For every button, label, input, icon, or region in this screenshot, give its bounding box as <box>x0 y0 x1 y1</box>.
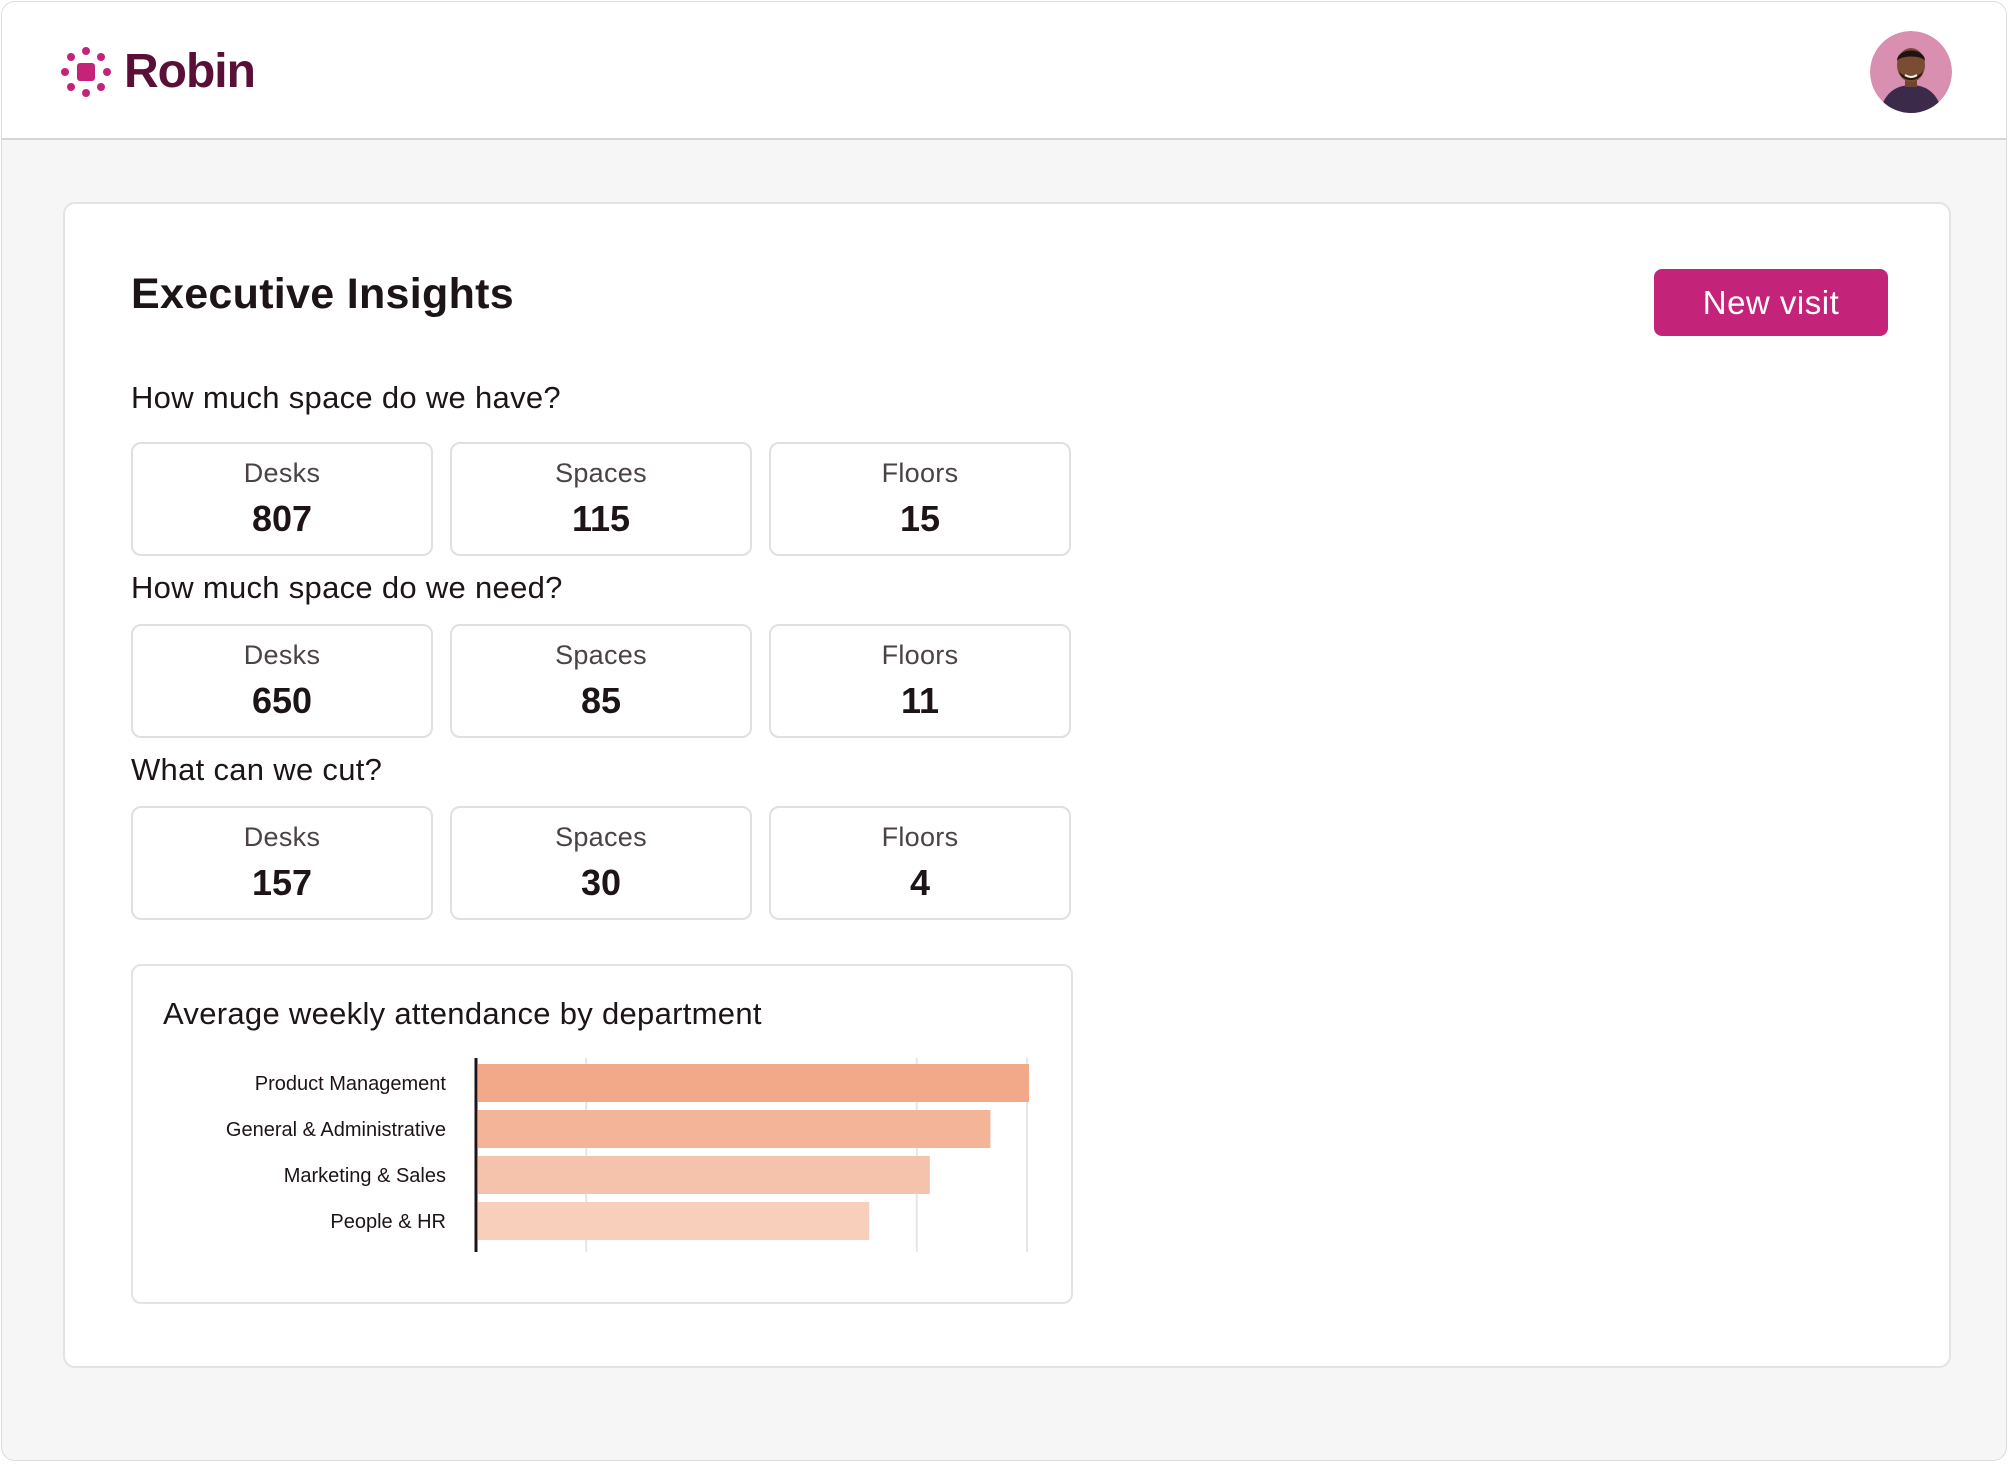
stat-label: Spaces <box>555 640 647 670</box>
stat-card-floors: Floors 15 <box>769 442 1071 556</box>
stat-label: Desks <box>243 458 321 488</box>
stat-value: 157 <box>251 862 313 903</box>
bar-1[interactable] <box>478 1064 1029 1102</box>
stat-row-have: Desks 807 Spaces 115 Floors 15 <box>131 442 1073 556</box>
stat-card-floors: Floors 11 <box>769 624 1071 738</box>
section-title-cut: What can we cut? <box>131 752 383 787</box>
logo-wordmark: Robin <box>124 45 256 98</box>
avatar-icon <box>1870 31 1952 113</box>
stat-row-need: Desks 650 Spaces 85 Floors 11 <box>131 624 1073 738</box>
stat-label: Floors <box>881 458 959 488</box>
stat-row-cut: Desks 157 Spaces 30 Floors 4 <box>131 806 1073 920</box>
executive-insights-card: Executive Insights New visit How much sp… <box>63 202 1951 1368</box>
stat-value: 85 <box>580 680 622 721</box>
attendance-chart-card: Average weekly attendance by department … <box>131 964 1073 1304</box>
stat-label: Floors <box>881 822 959 852</box>
new-visit-button[interactable]: New visit <box>1654 269 1888 336</box>
stat-label: Spaces <box>555 822 647 852</box>
bar-2[interactable] <box>478 1110 991 1148</box>
section-title-need: How much space do we need? <box>131 570 563 605</box>
stat-label: Desks <box>243 640 321 670</box>
stat-value: 115 <box>571 498 631 539</box>
section-title-have: How much space do we have? <box>131 380 561 415</box>
category-label-2: General & Administrative <box>226 1119 446 1141</box>
stat-value: 4 <box>909 862 931 903</box>
category-label-1: Product Management <box>255 1073 447 1095</box>
stat-label: Spaces <box>555 458 647 488</box>
stat-label: Floors <box>881 640 959 670</box>
stat-value: 15 <box>899 498 941 539</box>
robin-logo-icon <box>61 47 111 97</box>
chart-title: Average weekly attendance by department <box>163 996 762 1031</box>
stat-value: 807 <box>251 498 313 539</box>
top-bar: Robin <box>2 2 2006 140</box>
user-avatar[interactable] <box>1870 31 1952 113</box>
attendance-bar-chart: Product Management General & Administrati… <box>226 1058 1029 1252</box>
category-label-4: People & HR <box>330 1211 446 1233</box>
stat-value: 11 <box>900 680 940 721</box>
robin-logo[interactable]: Robin <box>60 45 256 98</box>
stat-card-spaces: Spaces 115 <box>450 442 752 556</box>
bar-3[interactable] <box>478 1156 930 1194</box>
stat-card-spaces: Spaces 85 <box>450 624 752 738</box>
bar-4[interactable] <box>478 1202 870 1240</box>
stat-card-desks: Desks 807 <box>131 442 433 556</box>
stat-card-floors: Floors 4 <box>769 806 1071 920</box>
stat-card-spaces: Spaces 30 <box>450 806 752 920</box>
stat-label: Desks <box>243 822 321 852</box>
stat-card-desks: Desks 650 <box>131 624 433 738</box>
category-label-3: Marketing & Sales <box>284 1165 446 1187</box>
page-title: Executive Insights <box>131 270 514 318</box>
stat-card-desks: Desks 157 <box>131 806 433 920</box>
stat-value: 30 <box>580 862 622 903</box>
stat-value: 650 <box>251 680 313 721</box>
